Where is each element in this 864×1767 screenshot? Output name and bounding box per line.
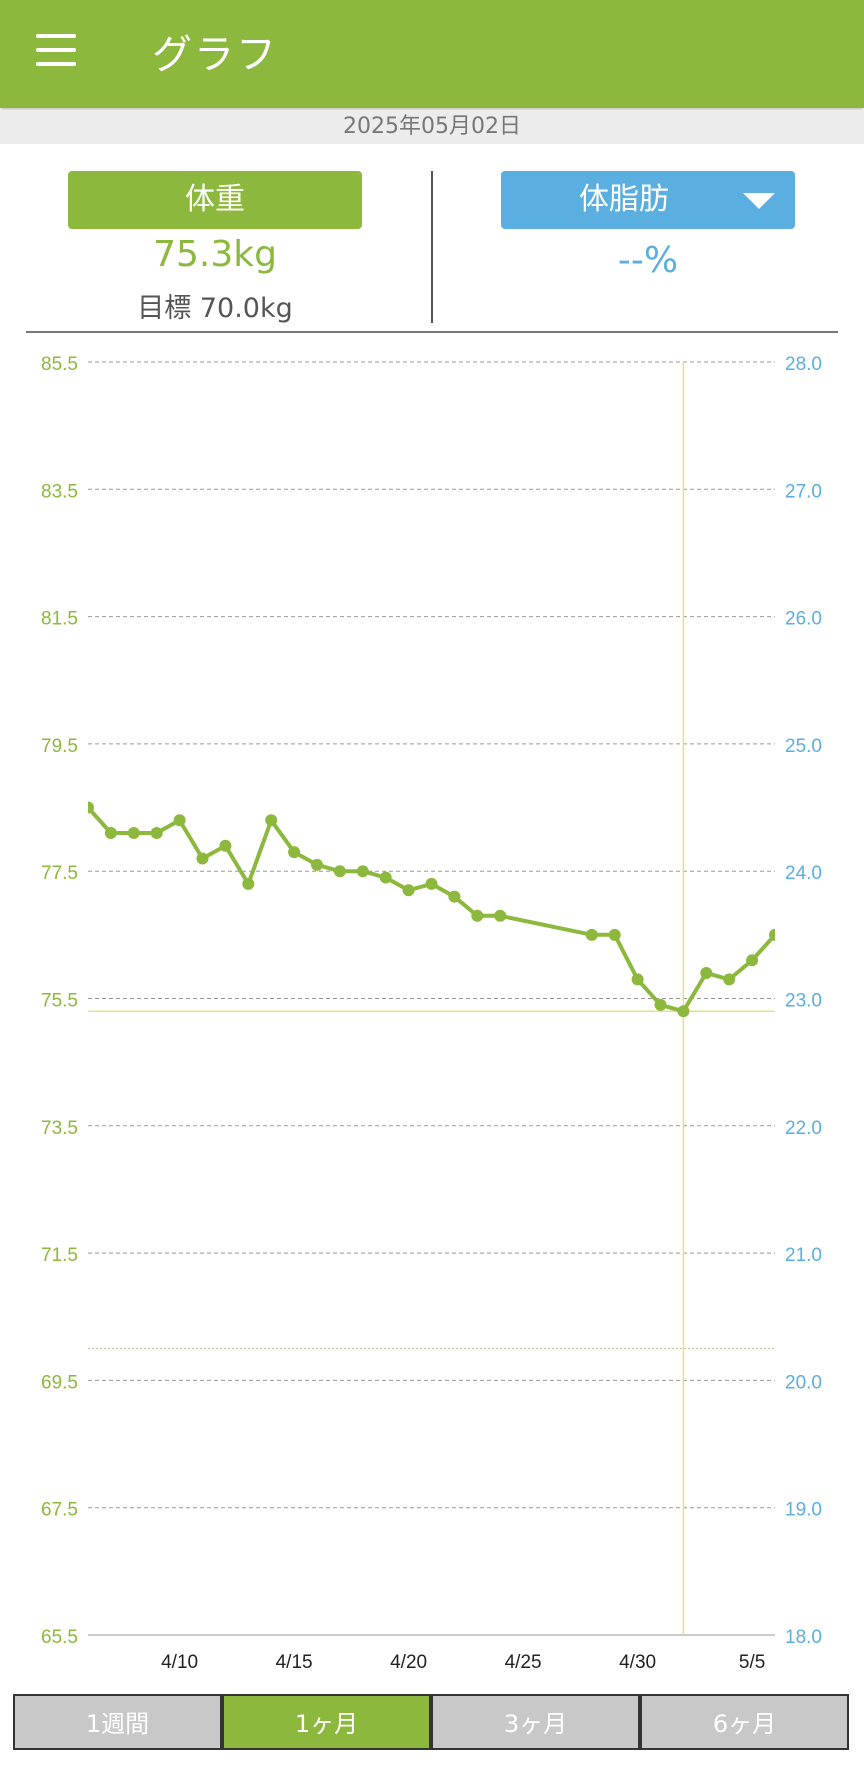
data-point bbox=[288, 846, 301, 859]
data-point bbox=[585, 928, 598, 941]
data-point bbox=[88, 801, 94, 814]
summary-divider bbox=[431, 171, 433, 323]
x-tick-label: 4/30 bbox=[619, 1652, 656, 1673]
data-point bbox=[333, 865, 346, 878]
app-bar: グラフ bbox=[0, 0, 864, 108]
data-point bbox=[402, 884, 415, 897]
tab-6-months[interactable]: 6ヶ月 bbox=[640, 1694, 849, 1750]
x-tick-label: 4/15 bbox=[276, 1652, 313, 1673]
y-right-tick-label: 28.0 bbox=[785, 354, 822, 375]
body-fat-dropdown[interactable]: 体脂肪 bbox=[501, 171, 795, 229]
data-point bbox=[677, 1005, 690, 1018]
x-tick-label: 4/20 bbox=[390, 1652, 427, 1673]
data-point bbox=[425, 877, 438, 890]
data-point bbox=[494, 909, 507, 922]
x-tick-label: 5/5 bbox=[739, 1652, 765, 1673]
data-point bbox=[631, 973, 644, 986]
triangle-down-icon bbox=[743, 193, 775, 209]
tab-3-months[interactable]: 3ヶ月 bbox=[431, 1694, 640, 1750]
y-right-tick-label: 26.0 bbox=[785, 609, 822, 630]
y-right-tick-label: 21.0 bbox=[785, 1245, 822, 1266]
selected-date: 2025年05月02日 bbox=[0, 110, 864, 144]
weight-value: 75.3kg bbox=[153, 234, 277, 275]
y-right-tick-label: 20.0 bbox=[785, 1372, 822, 1393]
data-point bbox=[219, 839, 232, 852]
data-point bbox=[700, 967, 713, 980]
weight-goal: 目標 70.0kg bbox=[137, 293, 293, 324]
y-right-tick-label: 19.0 bbox=[785, 1500, 822, 1521]
y-right-tick-label: 23.0 bbox=[785, 991, 822, 1012]
y-left-tick-label: 71.5 bbox=[41, 1245, 78, 1266]
hamburger-menu-icon[interactable] bbox=[36, 34, 78, 68]
data-point bbox=[104, 827, 117, 840]
data-point bbox=[173, 814, 186, 827]
y-right-tick-label: 24.0 bbox=[785, 863, 822, 884]
body-fat-value: --% bbox=[617, 240, 679, 281]
tab-1-month[interactable]: 1ヶ月 bbox=[222, 1694, 431, 1750]
y-left-tick-label: 73.5 bbox=[41, 1118, 78, 1139]
y-left-tick-label: 85.5 bbox=[41, 354, 78, 375]
weight-button[interactable]: 体重 bbox=[68, 171, 362, 229]
data-point bbox=[356, 865, 369, 878]
x-tick-label: 4/25 bbox=[505, 1652, 542, 1673]
y-left-tick-label: 75.5 bbox=[41, 991, 78, 1012]
data-point bbox=[608, 928, 621, 941]
data-point bbox=[150, 827, 163, 840]
data-point bbox=[127, 827, 140, 840]
weight-line bbox=[88, 806, 775, 1014]
page-title: グラフ bbox=[152, 32, 278, 78]
y-right-tick-label: 25.0 bbox=[785, 736, 822, 757]
section-divider bbox=[26, 331, 838, 333]
y-left-tick-label: 77.5 bbox=[41, 863, 78, 884]
data-point bbox=[769, 928, 775, 941]
data-point bbox=[242, 877, 255, 890]
x-tick-label: 4/10 bbox=[161, 1652, 198, 1673]
data-point bbox=[723, 973, 736, 986]
y-left-tick-label: 69.5 bbox=[41, 1372, 78, 1393]
y-left-tick-label: 79.5 bbox=[41, 736, 78, 757]
weight-chart[interactable]: 85.5 28.0 83.5 27.0 81.5 26.0 79.5 25.0 77.5 24.0… bbox=[0, 340, 864, 1680]
y-left-tick-label: 67.5 bbox=[41, 1500, 78, 1521]
body-fat-label: 体脂肪 bbox=[579, 182, 669, 217]
data-point bbox=[448, 890, 461, 903]
y-left-tick-label: 65.5 bbox=[41, 1627, 78, 1648]
period-tabs: 1週間 1ヶ月 3ヶ月 6ヶ月 bbox=[13, 1694, 849, 1750]
data-point bbox=[379, 871, 392, 884]
y-left-tick-label: 83.5 bbox=[41, 481, 78, 502]
data-point bbox=[311, 858, 323, 871]
y-right-tick-label: 18.0 bbox=[785, 1627, 822, 1648]
y-right-tick-label: 22.0 bbox=[785, 1118, 822, 1139]
data-point bbox=[471, 909, 484, 922]
data-point bbox=[265, 814, 278, 827]
data-point bbox=[654, 998, 667, 1011]
y-left-tick-label: 81.5 bbox=[41, 609, 78, 630]
weight-series bbox=[88, 801, 775, 1018]
data-point bbox=[196, 852, 209, 865]
y-right-tick-label: 27.0 bbox=[785, 481, 822, 502]
tab-1-week[interactable]: 1週間 bbox=[13, 1694, 222, 1750]
data-point bbox=[746, 954, 759, 967]
